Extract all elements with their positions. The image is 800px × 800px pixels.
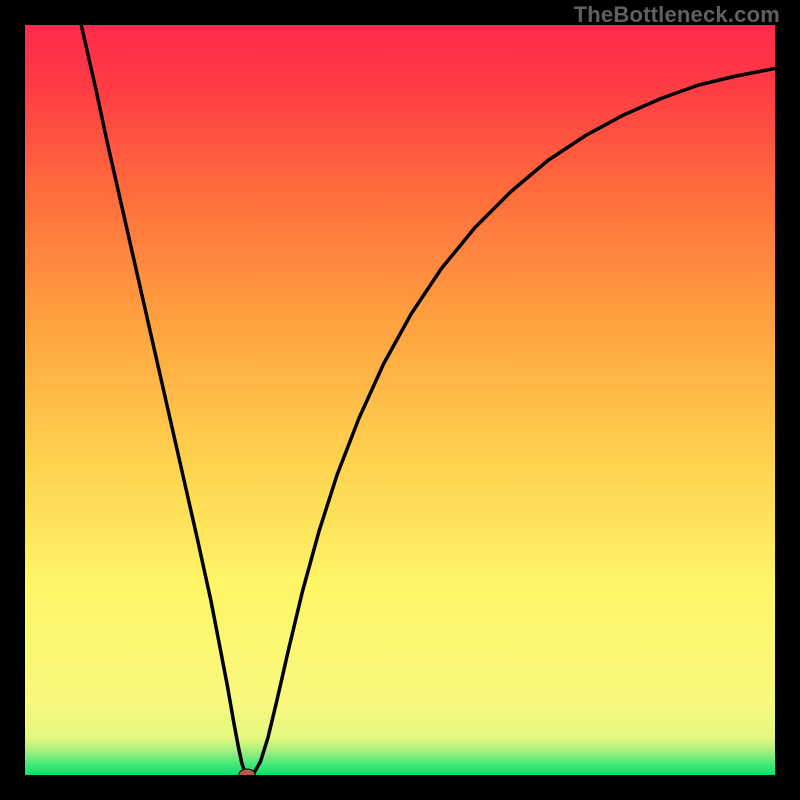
plot-svg bbox=[25, 25, 775, 775]
plot-area bbox=[25, 25, 775, 775]
gradient-background bbox=[25, 25, 775, 775]
chart-frame: TheBottleneck.com bbox=[0, 0, 800, 800]
